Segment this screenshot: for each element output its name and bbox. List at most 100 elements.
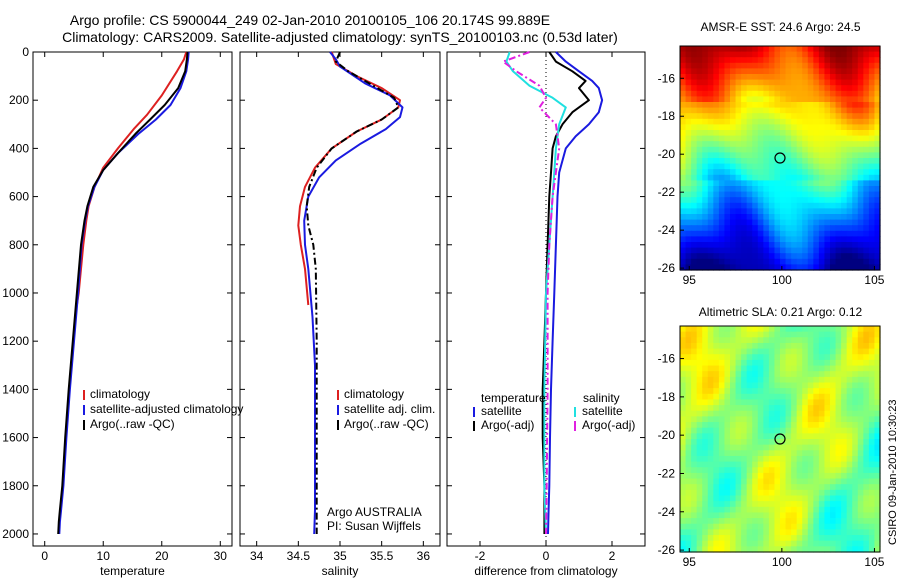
map-cell (746, 102, 753, 109)
map-cell (835, 535, 842, 542)
map-cell (824, 461, 831, 468)
map-cell (702, 472, 709, 480)
map-cell (841, 422, 848, 429)
map-cell (813, 388, 820, 395)
sla_map-frame (679, 325, 881, 553)
map-cell (802, 405, 809, 412)
map-cell (724, 118, 731, 125)
map-cell (868, 484, 876, 491)
map-cell (752, 455, 759, 463)
map-cell (685, 416, 692, 423)
map-cell (835, 113, 842, 120)
map-cell (863, 130, 870, 137)
map-cell (774, 376, 781, 384)
map-cell (846, 253, 853, 260)
map-cell (685, 540, 692, 547)
map-cell (830, 382, 837, 389)
map-cell (718, 74, 726, 81)
map-cell (824, 501, 831, 508)
map-cell (818, 529, 826, 536)
map-cell (841, 546, 848, 553)
map-cell (868, 202, 876, 209)
map-cell (691, 529, 698, 536)
map-cell (874, 141, 881, 148)
map-cell (774, 371, 781, 378)
map-cell (818, 478, 826, 485)
map-cell (830, 225, 837, 232)
map-cell (696, 365, 703, 372)
map-cell (852, 518, 859, 525)
map-cell (746, 163, 753, 170)
map-cell (824, 96, 831, 103)
map-cell (774, 326, 781, 333)
map-cell (730, 506, 737, 514)
map-cell (852, 388, 859, 395)
map-cell (774, 163, 781, 170)
map-cell (685, 495, 692, 502)
map-cell (718, 141, 726, 148)
map-cell (874, 242, 881, 249)
map-cell (757, 62, 764, 69)
sst_map-xtick-label: 105 (864, 273, 884, 287)
map-cell (818, 214, 826, 221)
map-cell (863, 146, 870, 153)
map-cell (780, 450, 787, 457)
map-cell (824, 102, 831, 109)
map-cell (868, 382, 876, 389)
temperature-frame (32, 51, 233, 547)
map-cell (780, 484, 787, 491)
map-cell (718, 146, 726, 153)
map-cell (696, 124, 703, 131)
map-cell (746, 242, 753, 249)
map-cell (874, 450, 881, 457)
map-cell (863, 489, 870, 497)
map-cell (868, 506, 876, 514)
map-cell (702, 74, 709, 81)
map-cell (696, 546, 703, 553)
map-cell (680, 529, 687, 536)
map-cell (774, 439, 781, 446)
map-cell (685, 337, 692, 344)
map-cell (802, 422, 809, 429)
map-cell (791, 107, 798, 114)
map-cell (841, 388, 848, 395)
map-cell (807, 230, 814, 237)
map-cell (824, 219, 831, 226)
map-cell (774, 68, 781, 75)
map-cell (680, 169, 687, 176)
map-cell (752, 337, 759, 344)
map-cell (746, 472, 753, 480)
map-cell (741, 85, 748, 92)
map-cell (752, 169, 759, 176)
map-cell (752, 393, 759, 401)
map-cell (724, 247, 731, 254)
map-cell (735, 130, 742, 137)
map-cell (757, 523, 764, 530)
map-cell (713, 393, 720, 401)
map-cell (791, 264, 798, 271)
map-cell (796, 450, 803, 457)
map-cell (752, 342, 759, 350)
map-cell (830, 472, 837, 480)
map-cell (835, 169, 842, 176)
map-cell (735, 540, 742, 547)
sla_map-ytick-label: -22 (658, 466, 676, 480)
map-cell (746, 433, 753, 440)
map-cell (713, 230, 720, 237)
map-cell (791, 523, 798, 530)
map-cell (813, 96, 820, 103)
map-cell (791, 124, 798, 131)
map-cell (724, 197, 731, 204)
map-cell (852, 331, 859, 338)
map-cell (841, 455, 848, 463)
map-cell (863, 57, 870, 64)
map-cell (702, 79, 709, 86)
map-cell (713, 225, 720, 232)
map-cell (741, 107, 748, 114)
map-cell (774, 523, 781, 530)
map-cell (768, 535, 776, 542)
map-cell (746, 540, 753, 547)
map-cell (730, 393, 737, 401)
map-cell (691, 405, 698, 412)
map-cell (830, 242, 837, 249)
